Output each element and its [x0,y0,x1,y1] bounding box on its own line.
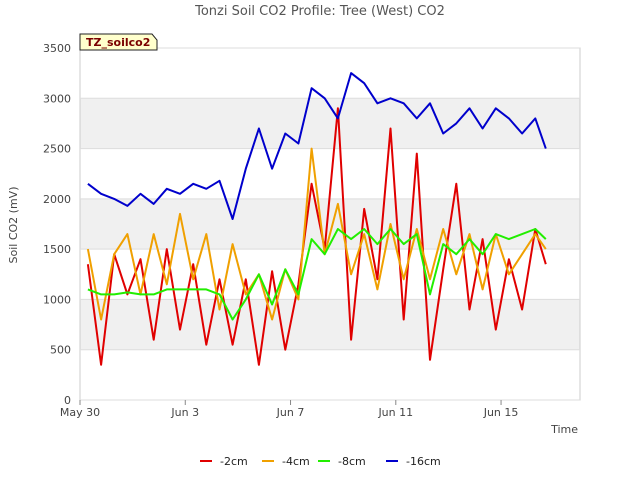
legend-item: -16cm [386,455,441,468]
x-tick-label: Jun 7 [276,406,305,419]
plot-band [80,349,580,400]
x-axis-ticks: May 30 Jun 3 Jun 7 Jun 11 Jun 15 [60,400,519,419]
badge-label: TZ_soilco2 [86,36,150,49]
plot-band [80,48,580,99]
legend-item: -2cm [200,455,248,468]
y-tick-label: 3000 [43,92,71,105]
legend-label: -4cm [282,455,310,468]
series-line-16cm [87,72,547,220]
y-tick-label: 500 [50,344,71,357]
legend: -2cm -4cm -8cm -16cm [200,455,441,468]
legend-label: -8cm [338,455,366,468]
legend-item: -4cm [262,455,310,468]
y-axis-label: Soil CO2 (mV) [7,187,20,264]
dataset-badge: TZ_soilco2 [79,33,158,51]
y-axis-ticks: 0 500 1000 1500 2000 2500 3000 3500 [43,42,71,407]
series-line-8cm [87,228,547,321]
chart-title: Tonzi Soil CO2 Profile: Tree (West) CO2 [194,4,445,19]
gridlines [80,47,580,401]
y-tick-label: 2000 [43,193,71,206]
x-tick-label: Jun 15 [483,406,519,419]
y-tick-label: 1500 [43,243,71,256]
x-tick-label: Jun 11 [377,406,413,419]
x-tick-label: Jun 3 [170,406,199,419]
series-line-4cm [86,147,547,321]
plot-background [79,47,581,401]
y-tick-label: 2500 [43,143,71,156]
x-tick-label: May 30 [60,406,100,419]
legend-item: -8cm [318,455,366,468]
y-tick-label: 3500 [43,42,71,55]
plot-band [80,198,580,250]
legend-label: -16cm [406,455,441,468]
x-axis-label: Time [550,423,578,436]
y-tick-label: 1000 [43,293,71,306]
series-line-2cm [86,107,547,366]
series-lines [86,72,547,366]
plot-band [80,249,580,300]
legend-label: -2cm [220,455,248,468]
y-tick-label: 0 [64,394,71,407]
